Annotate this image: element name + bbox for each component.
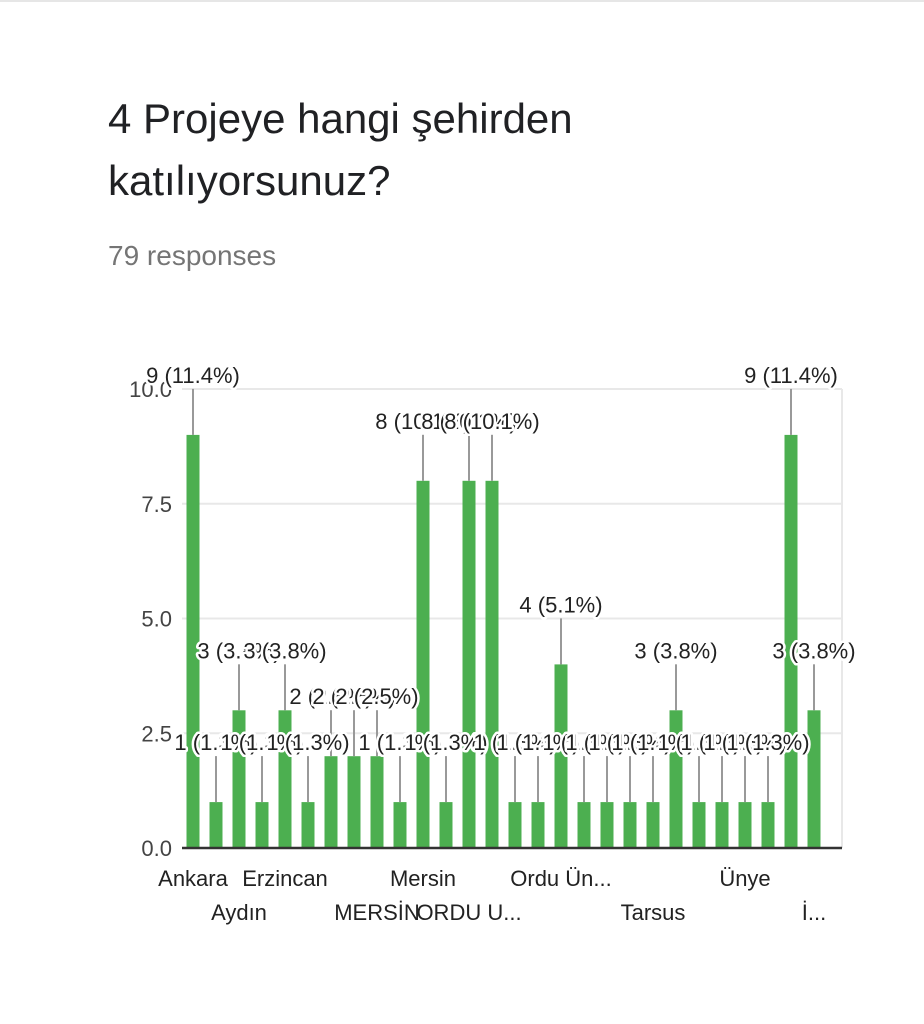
data-label: 8 (10.1%) xyxy=(444,409,539,434)
data-label: 1 (1.3%) xyxy=(657,730,740,755)
data-label: 1 (1.3%) xyxy=(473,730,556,755)
x-tick-label: İ... xyxy=(802,900,826,925)
bar xyxy=(278,710,292,848)
data-label: 1 (1.3%) xyxy=(726,730,809,755)
bar xyxy=(554,664,568,848)
y-tick-label: 0.0 xyxy=(141,836,172,861)
bar xyxy=(209,802,223,848)
bar xyxy=(715,802,729,848)
bar-chart: 0.02.55.07.510.09 (11.4%)1 (1.3%)3 (3.8%… xyxy=(129,360,858,925)
y-tick-label: 7.5 xyxy=(141,492,172,517)
bar xyxy=(807,710,821,848)
y-tick-label: 5.0 xyxy=(141,607,172,632)
data-label: 1 (1.3%) xyxy=(496,730,579,755)
bar xyxy=(186,434,200,848)
question-title: 4 Projeye hangi şehirden katılıyorsunuz? xyxy=(108,95,573,204)
x-tick-label: Erzincan xyxy=(242,866,328,891)
data-label: 3 (3.8%) xyxy=(772,638,855,663)
bar xyxy=(232,710,246,848)
data-label: 4 (5.1%) xyxy=(519,592,602,617)
bar xyxy=(784,434,798,848)
bar xyxy=(462,480,476,848)
x-tick-label: Ordu Ün... xyxy=(510,866,611,891)
data-label: 8 (10.1%) xyxy=(375,409,470,434)
data-label: 1 (1.3%) xyxy=(174,730,257,755)
bar xyxy=(738,802,752,848)
top-divider xyxy=(0,0,924,2)
bar xyxy=(347,756,361,848)
data-label: 1 (1.3%) xyxy=(703,730,786,755)
x-tick-label: ORDU U... xyxy=(416,900,521,925)
data-label: 1 (1.3%) xyxy=(266,730,349,755)
data-label: 1 (1.3%) xyxy=(588,730,671,755)
bar xyxy=(301,802,315,848)
data-label: 3 (3.8%) xyxy=(197,638,280,663)
y-tick-label: 10.0 xyxy=(129,377,172,402)
data-label: 8 (10.1%) xyxy=(421,409,516,434)
data-label: 1 (1.3%) xyxy=(404,730,487,755)
bar xyxy=(393,802,407,848)
data-label: 3 (3.8%) xyxy=(634,638,717,663)
x-tick-label: Ankara xyxy=(158,866,228,891)
bar xyxy=(577,802,591,848)
data-label: 2 (2.5%) xyxy=(335,684,418,709)
data-label: 1 (1.3%) xyxy=(680,730,763,755)
x-tick-label: Tarsus xyxy=(621,900,686,925)
data-label: 9 (11.4%) xyxy=(744,363,838,388)
data-label: 3 (3.8%) xyxy=(243,638,326,663)
data-label: 1 (1.3%) xyxy=(358,730,441,755)
data-label: 1 (1.3%) xyxy=(220,730,303,755)
bar xyxy=(623,802,637,848)
bar xyxy=(761,802,775,848)
bar xyxy=(646,802,660,848)
data-label: 2 (2.5%) xyxy=(289,684,372,709)
bar xyxy=(669,710,683,848)
response-count: 79 responses xyxy=(108,240,277,271)
data-label: 1 (1.3%) xyxy=(611,730,694,755)
x-tick-label: Ünye xyxy=(719,866,770,891)
data-label: 1 (1.3%) xyxy=(542,730,625,755)
bar xyxy=(692,802,706,848)
bar xyxy=(416,480,430,848)
bar xyxy=(370,756,384,848)
x-tick-label: MERSİN xyxy=(334,900,420,925)
data-label: 1 (1.3%) xyxy=(565,730,648,755)
bar xyxy=(508,802,522,848)
bar xyxy=(531,802,545,848)
x-tick-label: Mersin xyxy=(390,866,456,891)
bar xyxy=(324,756,338,848)
bar xyxy=(255,802,269,848)
bar xyxy=(600,802,614,848)
y-tick-label: 2.5 xyxy=(141,721,172,746)
data-label: 2 (2.5%) xyxy=(312,684,395,709)
data-label: 9 (11.4%) xyxy=(146,363,240,388)
bar xyxy=(485,480,499,848)
x-tick-label: Aydın xyxy=(211,900,267,925)
bar xyxy=(439,802,453,848)
